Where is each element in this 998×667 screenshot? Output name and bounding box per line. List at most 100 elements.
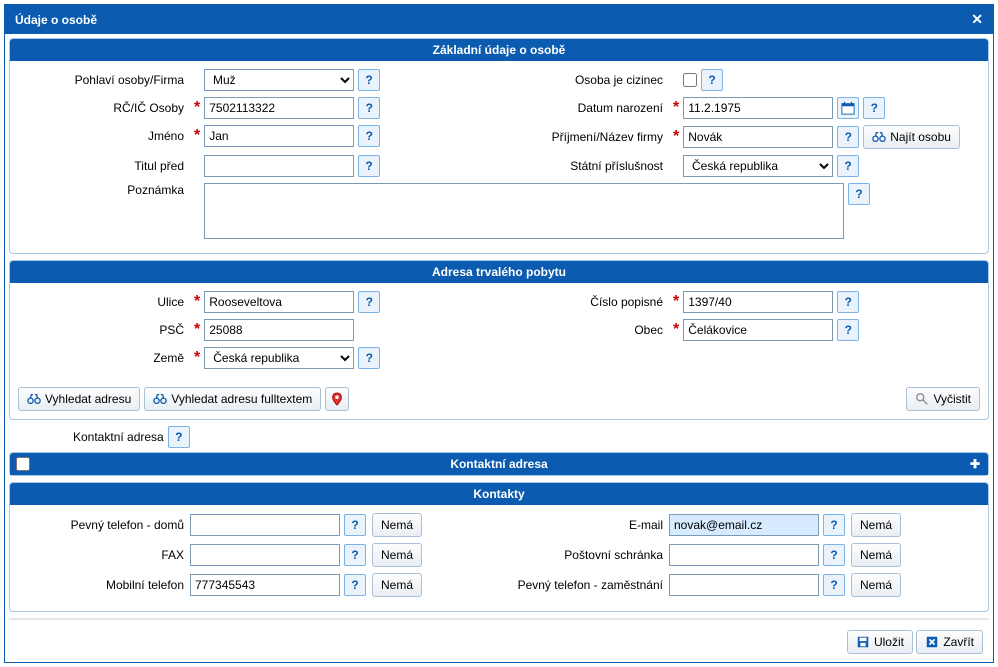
basic-panel-body: Pohlaví osoby/Firma Muž ? Osoba je cizin… xyxy=(10,61,988,253)
help-icon[interactable]: ? xyxy=(823,574,845,596)
email-input[interactable] xyxy=(669,514,819,536)
basic-panel: Základní údaje o osobě Pohlaví osoby/Fir… xyxy=(9,38,989,254)
title-before-input[interactable] xyxy=(204,155,354,177)
binoculars-icon xyxy=(27,392,41,406)
required-icon: * xyxy=(190,296,204,308)
help-icon[interactable]: ? xyxy=(344,544,366,566)
help-icon[interactable]: ? xyxy=(823,514,845,536)
dialog-body: Základní údaje o osobě Pohlaví osoby/Fir… xyxy=(5,34,993,662)
save-icon xyxy=(856,635,870,649)
foreigner-checkbox[interactable] xyxy=(683,73,697,87)
contact-address-panel-title: Kontaktní adresa xyxy=(450,457,547,471)
search-address-button[interactable]: Vyhledat adresu xyxy=(18,387,140,411)
email-label: E-mail xyxy=(499,518,669,532)
required-icon: * xyxy=(669,324,683,336)
help-icon[interactable]: ? xyxy=(358,69,380,91)
contact-address-label: Kontaktní adresa xyxy=(73,430,164,444)
map-pin-icon xyxy=(330,392,344,406)
help-icon[interactable]: ? xyxy=(358,347,380,369)
title-before-label: Titul před xyxy=(20,159,190,173)
contacts-panel: Kontakty Pevný telefon - domů ? Nemá E-m… xyxy=(9,482,989,612)
contacts-panel-header: Kontakty xyxy=(10,483,988,505)
search-address-fulltext-button[interactable]: Vyhledat adresu fulltextem xyxy=(144,387,321,411)
fax-label: FAX xyxy=(20,548,190,562)
expand-icon[interactable]: ✚ xyxy=(970,457,980,471)
help-icon[interactable]: ? xyxy=(358,97,380,119)
foreigner-label: Osoba je cizinec xyxy=(499,73,669,87)
help-icon[interactable]: ? xyxy=(168,426,190,448)
contact-address-label-row: Kontaktní adresa ? xyxy=(73,426,989,448)
surname-input[interactable] xyxy=(683,126,833,148)
zip-input[interactable] xyxy=(204,319,354,341)
city-input[interactable] xyxy=(683,319,833,341)
rc-input[interactable] xyxy=(204,97,354,119)
work-phone-input[interactable] xyxy=(669,574,819,596)
fax-input[interactable] xyxy=(190,544,340,566)
address-panel-body: Ulice * ? Číslo popisné * ? PSČ xyxy=(10,283,988,383)
nema-button[interactable]: Nemá xyxy=(851,543,901,567)
help-icon[interactable]: ? xyxy=(358,155,380,177)
mobile-label: Mobilní telefon xyxy=(20,578,190,592)
firstname-label: Jméno xyxy=(20,129,190,143)
contact-address-panel-header: Kontaktní adresa ✚ xyxy=(10,453,988,475)
required-icon: * xyxy=(190,130,204,142)
contacts-panel-body: Pevný telefon - domů ? Nemá E-mail ? Nem… xyxy=(10,505,988,611)
mobile-input[interactable] xyxy=(190,574,340,596)
help-icon[interactable]: ? xyxy=(823,544,845,566)
help-icon[interactable]: ? xyxy=(837,126,859,148)
close-button[interactable]: Zavřít xyxy=(916,630,983,654)
firstname-input[interactable] xyxy=(204,125,354,147)
help-icon[interactable]: ? xyxy=(358,291,380,313)
help-icon[interactable]: ? xyxy=(358,125,380,147)
calendar-icon[interactable] xyxy=(837,97,859,119)
search-address-label: Vyhledat adresu xyxy=(45,392,131,406)
gender-select[interactable]: Muž xyxy=(204,69,354,91)
nema-button[interactable]: Nemá xyxy=(851,513,901,537)
dob-label: Datum narození xyxy=(499,101,669,115)
nationality-select[interactable]: Česká republika xyxy=(683,155,833,177)
house-no-input[interactable] xyxy=(683,291,833,313)
street-input[interactable] xyxy=(204,291,354,313)
basic-panel-header: Základní údaje o osobě xyxy=(10,39,988,61)
help-icon[interactable]: ? xyxy=(863,97,885,119)
required-icon: * xyxy=(669,296,683,308)
close-icon[interactable]: ✕ xyxy=(971,11,983,28)
search-address-fulltext-label: Vyhledat adresu fulltextem xyxy=(171,392,312,406)
nationality-label: Státní příslušnost xyxy=(499,159,669,173)
required-icon: * xyxy=(669,131,683,143)
note-label: Poznámka xyxy=(20,183,190,197)
help-icon[interactable]: ? xyxy=(344,514,366,536)
nema-button[interactable]: Nemá xyxy=(372,543,422,567)
help-icon[interactable]: ? xyxy=(344,574,366,596)
contact-address-checkbox[interactable] xyxy=(16,457,30,471)
clear-button[interactable]: Vyčistit xyxy=(906,387,980,411)
nema-button[interactable]: Nemá xyxy=(851,573,901,597)
map-pin-button[interactable] xyxy=(325,387,349,411)
help-icon[interactable]: ? xyxy=(837,291,859,313)
country-label: Země xyxy=(20,351,190,365)
nema-button[interactable]: Nemá xyxy=(372,513,422,537)
pobox-label: Poštovní schránka xyxy=(499,548,669,562)
country-select[interactable]: Česká republika xyxy=(204,347,354,369)
required-icon: * xyxy=(669,102,683,114)
gender-label: Pohlaví osoby/Firma xyxy=(20,73,190,87)
help-icon[interactable]: ? xyxy=(848,183,870,205)
help-icon[interactable]: ? xyxy=(837,319,859,341)
clear-label: Vyčistit xyxy=(933,392,971,406)
address-panel-header: Adresa trvalého pobytu xyxy=(10,261,988,283)
pobox-input[interactable] xyxy=(669,544,819,566)
close-label: Zavřít xyxy=(943,635,974,649)
help-icon[interactable]: ? xyxy=(837,155,859,177)
dob-input[interactable] xyxy=(683,97,833,119)
surname-label: Příjmení/Název firmy xyxy=(499,130,669,144)
required-icon: * xyxy=(190,102,204,114)
save-button[interactable]: Uložit xyxy=(847,630,913,654)
home-phone-input[interactable] xyxy=(190,514,340,536)
street-label: Ulice xyxy=(20,295,190,309)
note-textarea[interactable] xyxy=(204,183,844,239)
find-person-button[interactable]: Najít osobu xyxy=(863,125,960,149)
help-icon[interactable]: ? xyxy=(701,69,723,91)
nema-button[interactable]: Nemá xyxy=(372,573,422,597)
required-icon: * xyxy=(190,324,204,336)
city-label: Obec xyxy=(499,323,669,337)
